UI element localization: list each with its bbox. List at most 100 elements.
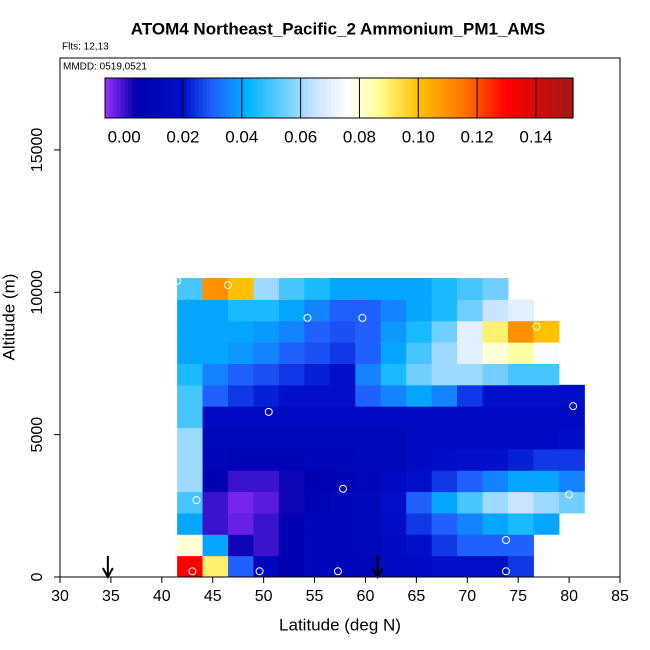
colorbar-swatch bbox=[303, 78, 309, 118]
colorbar-swatch bbox=[128, 78, 133, 118]
colorbar-swatch bbox=[257, 78, 262, 118]
colorbar-swatch bbox=[541, 78, 547, 118]
y-tick-label: 10000 bbox=[29, 270, 46, 315]
colorbar-swatch bbox=[475, 78, 480, 118]
colorbar-swatch bbox=[284, 78, 289, 118]
colorbar-swatch bbox=[518, 78, 523, 118]
heatmap-cell bbox=[253, 534, 280, 557]
colorbar-swatch bbox=[526, 78, 531, 118]
colorbar-swatch bbox=[389, 78, 395, 118]
colorbar-swatch bbox=[553, 78, 558, 118]
heatmap-cell bbox=[253, 470, 280, 493]
heatmap-cell bbox=[329, 342, 356, 364]
colorbar-swatch bbox=[167, 78, 172, 118]
colorbar-swatch bbox=[140, 78, 145, 118]
heatmap-cell bbox=[304, 470, 331, 493]
heatmap-cell bbox=[202, 491, 229, 514]
x-axis-label: Latitude (deg N) bbox=[279, 615, 401, 634]
colorbar-swatch bbox=[159, 78, 165, 118]
heatmap-cell bbox=[380, 512, 407, 535]
heatmap-cell bbox=[508, 342, 534, 364]
heatmap-cell bbox=[533, 491, 560, 514]
heatmap-cell bbox=[380, 406, 407, 429]
colorbar-swatch bbox=[366, 78, 371, 118]
heatmap-cell bbox=[533, 512, 560, 535]
heatmap-cell bbox=[482, 278, 509, 300]
flight-point bbox=[501, 535, 510, 544]
flight-point bbox=[224, 281, 232, 290]
colorbar-swatch bbox=[214, 78, 219, 118]
colorbar-swatch bbox=[471, 78, 477, 118]
heatmap-cell bbox=[457, 534, 484, 557]
heatmap-cell bbox=[380, 448, 407, 471]
x-tick-label: 70 bbox=[458, 588, 476, 605]
heatmap-cell bbox=[355, 299, 382, 322]
heatmap-cell bbox=[457, 470, 484, 493]
heatmap-cell bbox=[202, 534, 229, 557]
heatmap-cell bbox=[431, 342, 458, 364]
colorbar-swatch bbox=[206, 78, 211, 118]
flight-point bbox=[358, 313, 367, 322]
heatmap-cell bbox=[533, 448, 560, 471]
heatmap-cell bbox=[431, 384, 458, 407]
colorbar-swatch bbox=[249, 78, 254, 118]
heatmap-cell bbox=[482, 448, 509, 471]
colorbar-swatch bbox=[105, 78, 110, 118]
heatmap-cell bbox=[202, 406, 229, 429]
heatmap-cell bbox=[202, 470, 229, 493]
flight-point bbox=[192, 496, 201, 505]
colorbar-swatch bbox=[225, 78, 231, 118]
colorbar-swatch bbox=[557, 78, 562, 118]
flight-point bbox=[264, 407, 273, 416]
x-tick-label: 75 bbox=[509, 588, 527, 605]
colorbar-swatch bbox=[569, 78, 574, 118]
colorbar-swatch bbox=[495, 78, 500, 118]
y-axis-label: Altitude (m) bbox=[0, 274, 18, 361]
heatmap-cell bbox=[482, 512, 509, 535]
heatmap-cell bbox=[228, 470, 254, 493]
colorbar-swatch bbox=[218, 78, 223, 118]
heatmap-cell bbox=[177, 512, 204, 535]
colorbar-swatch bbox=[467, 78, 473, 118]
heatmap-cell bbox=[177, 406, 204, 429]
heatmap-cell bbox=[278, 512, 305, 535]
heatmap-cell bbox=[431, 555, 458, 578]
heatmap-cell bbox=[304, 427, 331, 450]
arrow bbox=[101, 556, 114, 580]
heatmap-cell bbox=[253, 448, 280, 471]
colorbar-swatch bbox=[280, 78, 285, 118]
flight-point bbox=[339, 484, 348, 493]
colorbar-swatch bbox=[179, 78, 184, 118]
colorbar-swatch bbox=[444, 78, 449, 118]
colorbar-swatch bbox=[120, 78, 126, 118]
heatmap-cell bbox=[380, 427, 407, 450]
heatmap-cell bbox=[228, 512, 254, 535]
flight-point bbox=[461, 268, 470, 277]
x-tick-label: 65 bbox=[407, 588, 425, 605]
heatmap-cell bbox=[304, 406, 331, 429]
heatmap-cell bbox=[558, 491, 585, 514]
heatmap-cell bbox=[457, 342, 484, 364]
colorbar-swatch bbox=[276, 78, 282, 118]
colorbar-swatch bbox=[420, 78, 426, 118]
colorbar-swatch bbox=[549, 78, 555, 118]
heatmap-cell bbox=[380, 320, 407, 343]
colorbar-swatch bbox=[510, 78, 516, 118]
heatmap-cell bbox=[431, 320, 458, 343]
heatmap-cell bbox=[253, 278, 280, 300]
colorbar-swatch bbox=[436, 78, 441, 118]
heatmap-cell bbox=[304, 320, 331, 343]
x-tick-label: 55 bbox=[306, 588, 324, 605]
chart-title: ATOM4 Northeast_Pacific_2 Ammonium_PM1_A… bbox=[131, 19, 545, 38]
heatmap-cell bbox=[329, 427, 356, 450]
x-tick-label: 85 bbox=[611, 588, 629, 605]
colorbar-swatch bbox=[342, 78, 348, 118]
heatmap-cell bbox=[380, 555, 407, 578]
heatmap-cell bbox=[406, 406, 433, 429]
heatmap-cell bbox=[253, 512, 280, 535]
y-tick-label: 15000 bbox=[29, 128, 46, 173]
heatmap-cell bbox=[253, 427, 280, 450]
colorbar-swatch bbox=[428, 78, 434, 118]
heatmap-cell bbox=[457, 427, 484, 450]
heatmap-cell bbox=[304, 299, 331, 322]
